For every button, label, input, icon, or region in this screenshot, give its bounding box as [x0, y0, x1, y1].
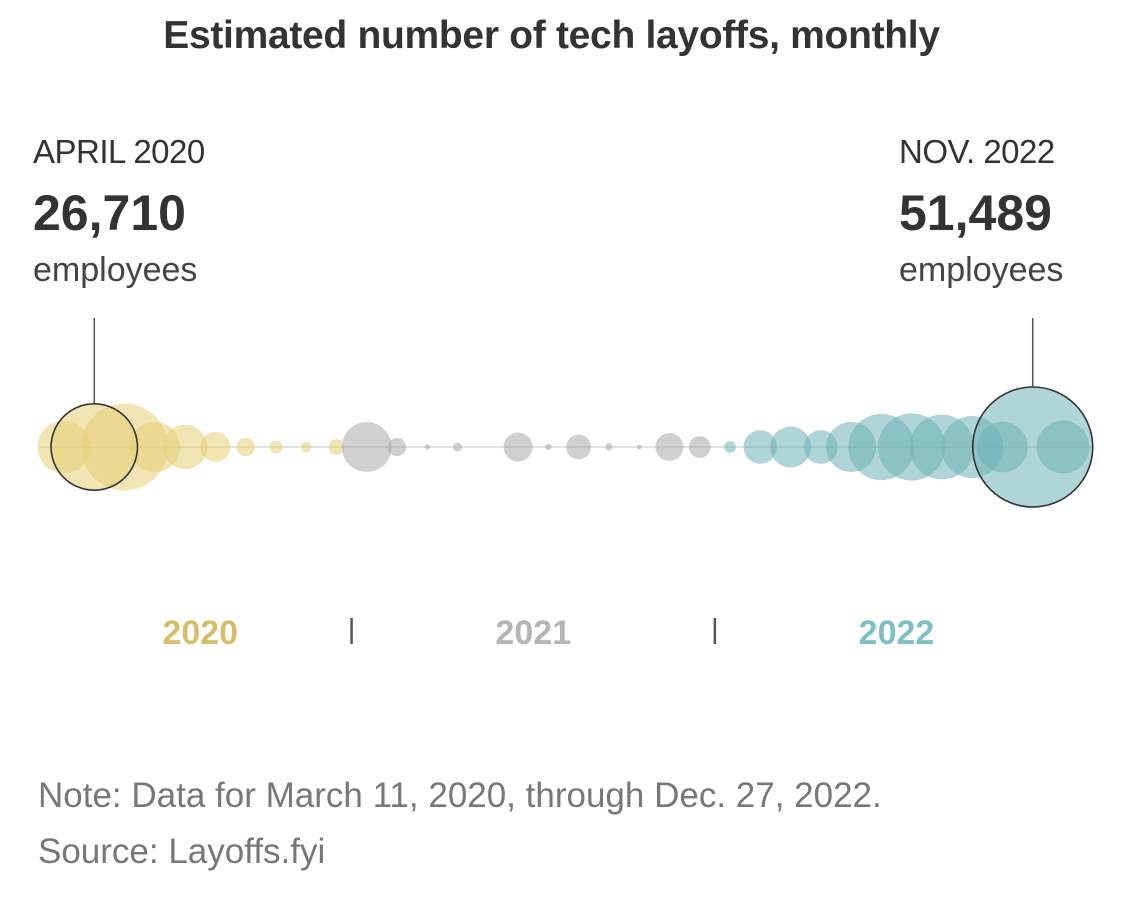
callout-left-value: 26,710 [33, 185, 186, 241]
bubble-2022-11 [972, 387, 1093, 507]
bubble-2020-10 [269, 440, 283, 454]
bubble-2022-12 [1036, 420, 1090, 474]
year-label-2021: 2021 [495, 614, 571, 652]
chart-title: Estimated number of tech layoffs, monthl… [163, 14, 940, 57]
bubble-2020-12 [328, 439, 345, 455]
bubble-2021-08 [566, 434, 592, 460]
note-text: Note: Data for March 11, 2020, through D… [38, 776, 882, 815]
bubble-2021-03 [424, 444, 430, 450]
bubble-2021-01 [341, 422, 392, 472]
bubble-2021-06 [503, 432, 533, 462]
bubble-2021-12 [688, 436, 711, 458]
year-label-2020: 2020 [162, 614, 238, 652]
source-text: Source: Layoffs.fyi [38, 832, 326, 871]
bubble-2021-02 [387, 437, 407, 457]
callout-right-value: 51,489 [899, 185, 1052, 241]
bubble-2020-08 [200, 432, 231, 462]
bubble-2021-09 [605, 443, 613, 451]
year-label-2022: 2022 [859, 614, 935, 652]
callout-nov-2022: NOV. 2022 51,489 employees [899, 132, 1063, 290]
bubble-2022-01 [724, 441, 736, 453]
bubble-2020-11 [300, 441, 312, 453]
bubble-2021-04 [452, 442, 463, 452]
bubble-2022-03 [770, 426, 812, 468]
callout-left-unit: employees [33, 251, 198, 289]
chart-notes: Note: Data for March 11, 2020, through D… [38, 768, 882, 880]
bubble-2021-07 [545, 443, 552, 451]
callout-right-date: NOV. 2022 [899, 133, 1055, 170]
bubble-2020-09 [236, 437, 255, 457]
bubble-2021-11 [655, 433, 684, 461]
bubble-2020-07 [162, 424, 208, 470]
bubble-2022-02 [743, 430, 777, 464]
bubble-2021-10 [636, 444, 642, 450]
callout-left-date: APRIL 2020 [33, 133, 205, 170]
callout-right-unit: employees [899, 251, 1064, 289]
callout-april-2020: APRIL 2020 26,710 employees [33, 132, 205, 290]
